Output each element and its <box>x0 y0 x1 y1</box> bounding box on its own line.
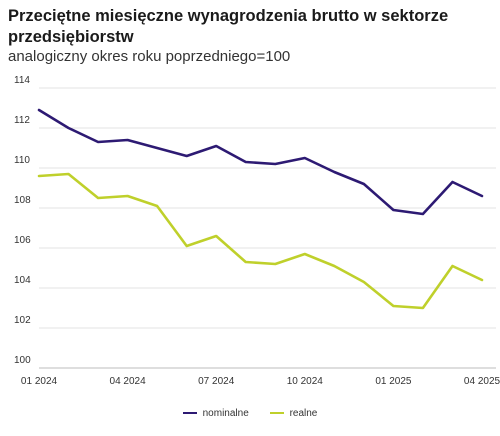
x-tick-label-3: 04 2024 <box>110 376 147 387</box>
y-tick-label-114: 114 <box>14 75 30 86</box>
y-tick-label-110: 110 <box>14 155 30 166</box>
y-tick-label-112: 112 <box>14 115 30 126</box>
x-tick-label-15: 04 2025 <box>464 376 500 387</box>
legend-swatch-realne <box>269 412 284 414</box>
legend-swatch-nominalne <box>182 412 197 414</box>
legend-item-realne: realne <box>269 407 318 419</box>
legend-label-realne: realne <box>289 407 318 419</box>
chart-title: Przeciętne miesięczne wynagrodzenia brut… <box>8 7 449 46</box>
series-line-realne <box>37 172 484 310</box>
y-tick-label-108: 108 <box>14 195 31 206</box>
x-tick-label-9: 10 2024 <box>287 376 324 387</box>
x-tick-label-12: 01 2025 <box>375 376 412 387</box>
y-tick-label-104: 104 <box>14 275 31 286</box>
legend-label-nominalne: nominalne <box>202 407 249 419</box>
x-tick-label-6: 07 2024 <box>198 376 235 387</box>
series-line-nominalne <box>37 108 484 216</box>
chart-subtitle: analogiczny okres roku poprzedniego=100 <box>8 48 291 65</box>
y-tick-label-106: 106 <box>14 235 31 246</box>
y-tick-label-100: 100 <box>14 355 31 366</box>
legend: nominalne realne <box>0 406 500 419</box>
x-tick-label-0: 01 2024 <box>21 376 58 387</box>
legend-item-nominalne: nominalne <box>182 407 249 419</box>
y-tick-label-102: 102 <box>14 315 31 326</box>
